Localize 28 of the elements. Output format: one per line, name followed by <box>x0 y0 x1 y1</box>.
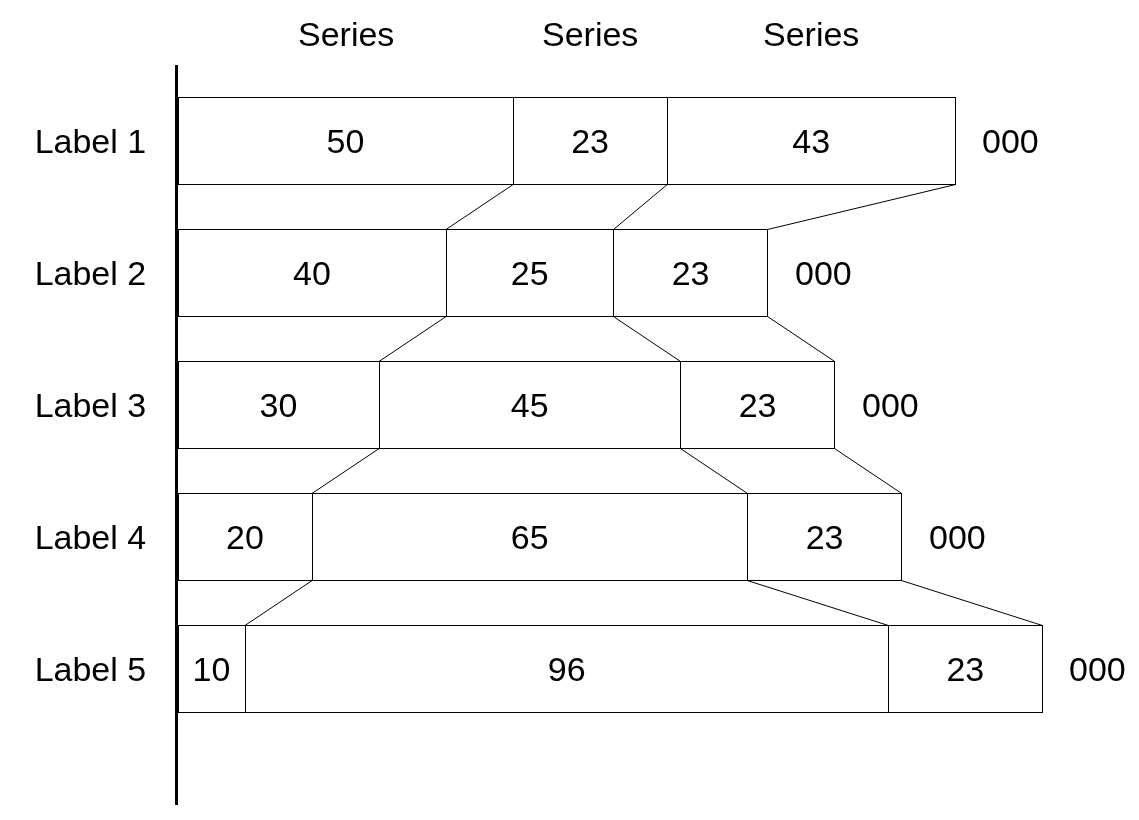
data-label: 65 <box>510 518 549 557</box>
y-tick-label: Label 3 <box>34 385 147 424</box>
data-label: 30 <box>259 386 298 425</box>
y-tick-label: Label 1 <box>34 121 147 160</box>
annotation: 000 <box>795 254 852 292</box>
data-label: 10 <box>192 650 231 689</box>
y-tick-label: Label 5 <box>34 649 147 688</box>
text: 000 <box>1069 650 1126 688</box>
data-label: 45 <box>510 386 549 425</box>
series-label: Series <box>763 15 860 53</box>
data-label: 25 <box>510 254 549 293</box>
data-label: 23 <box>946 650 985 689</box>
data-label: 40 <box>293 254 331 293</box>
data-label: 43 <box>792 122 831 161</box>
annotation: 000 <box>982 122 1039 160</box>
data-label: 23 <box>805 518 844 557</box>
data-label: 23 <box>738 386 777 425</box>
series-label: Series <box>542 15 639 53</box>
annotation: 000 <box>862 386 919 424</box>
series-label: Series <box>298 15 395 53</box>
annotation: 000 <box>929 518 986 556</box>
y-tick-label: Label 2 <box>34 253 147 292</box>
data-label: 23 <box>671 254 710 293</box>
data-label: 50 <box>326 122 365 161</box>
data-label: 23 <box>571 122 609 161</box>
y-tick-label: Label 4 <box>34 517 147 556</box>
data-label: 20 <box>226 518 264 557</box>
data-label: 96 <box>547 650 586 689</box>
